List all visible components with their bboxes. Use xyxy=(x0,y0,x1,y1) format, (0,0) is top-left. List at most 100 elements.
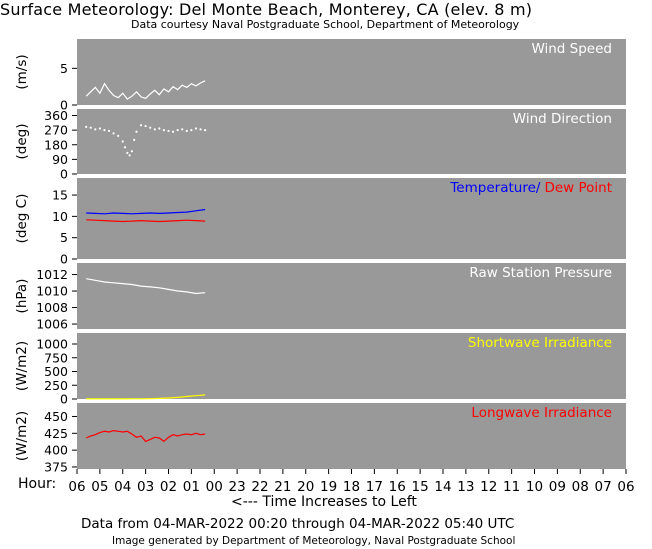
y-tick-label: 0 xyxy=(60,392,68,407)
y-tick-label: 5 xyxy=(60,230,68,245)
data-point xyxy=(181,128,184,131)
y-tick-label: 1000 xyxy=(36,337,68,352)
y-tick-label: 360 xyxy=(44,108,68,123)
x-tick-label: 07 xyxy=(595,479,612,495)
data-point xyxy=(158,127,161,130)
x-tick-label: 09 xyxy=(549,479,566,495)
y-tick-label: 0 xyxy=(60,252,68,267)
data-credit: Data courtesy Naval Postgraduate School,… xyxy=(131,18,520,31)
y-tick-label: 1012 xyxy=(36,267,68,282)
y-tick-label: 1008 xyxy=(36,300,68,315)
x-tick-label: 06 xyxy=(617,479,634,495)
y-tick-label: 1006 xyxy=(36,317,68,332)
x-tick-label: 06 xyxy=(68,479,85,495)
y-tick-label: 10 xyxy=(52,209,68,224)
data-point xyxy=(112,132,115,135)
x-tick-label: 18 xyxy=(343,479,360,495)
y-tick-label: 400 xyxy=(44,443,68,458)
x-tick-label: 12 xyxy=(480,479,497,495)
chart-title: Wind Speed xyxy=(531,41,612,57)
data-point xyxy=(107,129,111,133)
x-tick-label: 08 xyxy=(572,479,589,495)
x-tick-label: 10 xyxy=(526,479,543,495)
y-tick-label: 15 xyxy=(52,188,68,203)
chart-title: Longwave Irradiance xyxy=(471,405,612,421)
y-tick-label: 500 xyxy=(44,364,68,379)
data-point xyxy=(149,126,152,129)
y-axis-label: (deg C) xyxy=(14,194,30,244)
panel-4-background xyxy=(77,263,626,329)
x-tick-label: 01 xyxy=(183,479,200,495)
y-tick-label: 0 xyxy=(60,98,68,113)
data-point xyxy=(190,129,193,132)
y-tick-label: 5 xyxy=(60,61,68,76)
series-line-2 xyxy=(86,219,206,223)
y-tick-label: 450 xyxy=(44,409,68,424)
series-line-1 xyxy=(85,429,206,443)
series-line-1 xyxy=(86,278,206,295)
data-point xyxy=(185,129,188,133)
panel-2-background xyxy=(77,109,626,174)
y-tick-label: 0 xyxy=(60,167,68,182)
chart-title: Shortwave Irradiance xyxy=(468,335,612,351)
series-line-1 xyxy=(85,80,206,100)
data-point xyxy=(85,125,88,128)
y-tick-label: 180 xyxy=(44,137,68,152)
y-tick-label: 1010 xyxy=(36,284,68,299)
data-point xyxy=(121,140,124,143)
chart-title-part-2: Dew Point xyxy=(544,180,612,196)
data-point xyxy=(153,128,156,131)
panel-5-background xyxy=(77,333,626,399)
panel-1-background xyxy=(77,39,626,105)
data-point xyxy=(167,129,170,133)
y-tick-label: 250 xyxy=(44,378,68,393)
y-tick-label: 375 xyxy=(44,459,68,474)
data-point xyxy=(171,130,175,133)
data-point xyxy=(117,134,120,137)
chart-title: Raw Station Pressure xyxy=(469,265,612,281)
x-tick-label: 17 xyxy=(366,479,383,495)
series-line-1 xyxy=(86,208,206,215)
data-point xyxy=(123,146,127,149)
figure-title: Surface Meteorology: Del Monte Beach, Mo… xyxy=(0,0,533,19)
chart-title: Wind Direction xyxy=(513,111,612,127)
x-tick-label: 05 xyxy=(91,479,108,495)
x-axis-hour-label: Hour: xyxy=(18,476,57,492)
data-point xyxy=(98,127,101,130)
x-tick-label: 03 xyxy=(137,479,154,495)
x-axis-direction-label: <--- Time Increases to Left xyxy=(231,494,417,510)
x-tick-label: 20 xyxy=(297,479,314,495)
x-tick-label: 13 xyxy=(457,479,474,495)
data-point xyxy=(176,129,179,132)
x-tick-label: 22 xyxy=(251,479,268,495)
data-point xyxy=(139,124,143,127)
x-tick-label: 11 xyxy=(503,479,520,495)
x-tick-label: 21 xyxy=(274,479,291,495)
data-point xyxy=(94,128,97,131)
x-tick-label: 19 xyxy=(320,479,337,495)
data-point xyxy=(144,124,147,128)
data-point xyxy=(162,129,166,132)
y-tick-label: 750 xyxy=(44,350,68,365)
data-point xyxy=(89,126,92,129)
data-point xyxy=(194,127,198,130)
data-point xyxy=(103,129,106,132)
data-point xyxy=(199,128,202,131)
x-tick-label: 02 xyxy=(160,479,177,495)
x-tick-label: 15 xyxy=(412,479,429,495)
data-point xyxy=(204,129,207,132)
x-tick-label: 16 xyxy=(389,479,406,495)
data-point xyxy=(128,154,131,157)
chart-title-part-1: Temperature/ xyxy=(449,180,541,196)
y-tick-label: 90 xyxy=(52,152,68,167)
image-credit-text: Image generated by Department of Meteoro… xyxy=(112,535,516,547)
y-axis-label: (W/m2) xyxy=(14,341,30,391)
y-axis-label: (m/s) xyxy=(14,54,30,89)
data-point xyxy=(130,150,133,153)
y-axis-label: (W/m2) xyxy=(14,411,30,461)
y-axis-label: (deg) xyxy=(14,124,30,160)
data-point xyxy=(126,151,129,154)
series-line-1 xyxy=(86,394,206,400)
